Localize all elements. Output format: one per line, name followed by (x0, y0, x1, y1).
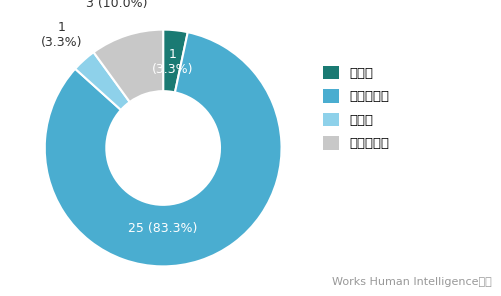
Wedge shape (45, 32, 281, 266)
Wedge shape (163, 30, 187, 92)
Legend: 増えた, 変わらない, 減った, わからない: 増えた, 変わらない, 減った, わからない (322, 66, 388, 150)
Text: 1
(3.3%): 1 (3.3%) (151, 48, 192, 76)
Text: Works Human Intelligence調べ: Works Human Intelligence調べ (332, 277, 491, 287)
Text: 1
(3.3%): 1 (3.3%) (41, 21, 82, 49)
Text: 25 (83.3%): 25 (83.3%) (128, 222, 197, 235)
Wedge shape (93, 30, 163, 102)
Text: 3 (10.0%): 3 (10.0%) (85, 0, 147, 10)
Wedge shape (75, 52, 129, 110)
